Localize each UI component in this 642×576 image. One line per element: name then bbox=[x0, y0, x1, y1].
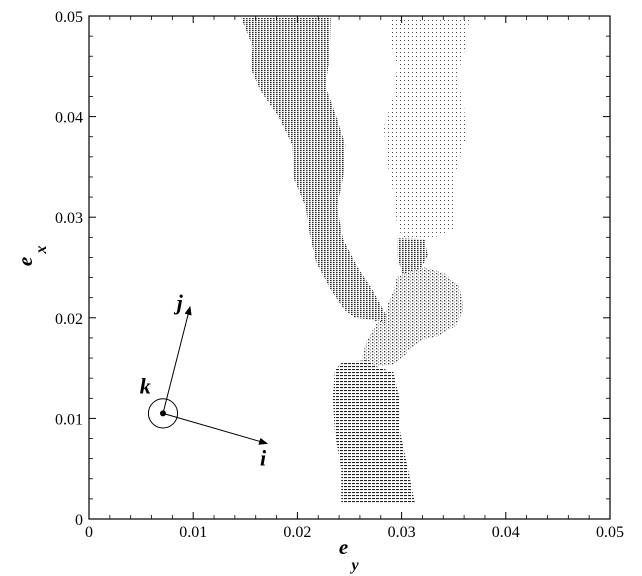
data-region-5 bbox=[362, 319, 408, 367]
data-region-6 bbox=[332, 360, 416, 504]
y-tick-label: 0.03 bbox=[55, 210, 83, 227]
y-tick-label: 0.04 bbox=[55, 110, 83, 127]
j-vector-arrow bbox=[162, 305, 192, 414]
x-axis-label: e bbox=[339, 535, 348, 559]
data-region-1 bbox=[241, 18, 390, 326]
data-region-4 bbox=[384, 267, 465, 352]
plot-frame bbox=[88, 15, 611, 520]
y-tick-label: 0 bbox=[75, 512, 83, 529]
y-tick-label: 0.05 bbox=[55, 9, 83, 26]
k-axis-circle bbox=[147, 398, 179, 429]
i-vector-arrow bbox=[162, 412, 269, 445]
x-tick-label: 0.02 bbox=[283, 524, 311, 541]
coordinate-frame-annotation: k j i bbox=[140, 290, 269, 471]
i-vector-label: i bbox=[260, 446, 267, 471]
x-tick-label: 0 bbox=[85, 524, 93, 541]
y-axis-label-subscript: x bbox=[33, 246, 50, 255]
k-vector-label: k bbox=[140, 373, 151, 398]
x-tick-label: 0.04 bbox=[492, 524, 520, 541]
y-axis-label: e bbox=[13, 257, 37, 266]
data-region-2 bbox=[383, 18, 470, 246]
x-tick-label: 0.05 bbox=[596, 524, 624, 541]
y-axis-label-group: ex bbox=[13, 246, 50, 267]
data-region-3 bbox=[397, 238, 428, 278]
x-tick-label: 0.01 bbox=[179, 524, 207, 541]
y-tick-label: 0.01 bbox=[55, 411, 83, 428]
y-tick-label: 0.02 bbox=[55, 311, 83, 328]
data-regions bbox=[241, 18, 470, 504]
x-tick-label: 0.03 bbox=[388, 524, 416, 541]
x-axis-label-subscript: y bbox=[350, 557, 360, 574]
axes: 0 0.01 0.02 0.03 0.04 0.05 0 0.01 0.02 0.03 0.04 0.… bbox=[13, 9, 624, 574]
j-vector-label: j bbox=[174, 290, 184, 315]
